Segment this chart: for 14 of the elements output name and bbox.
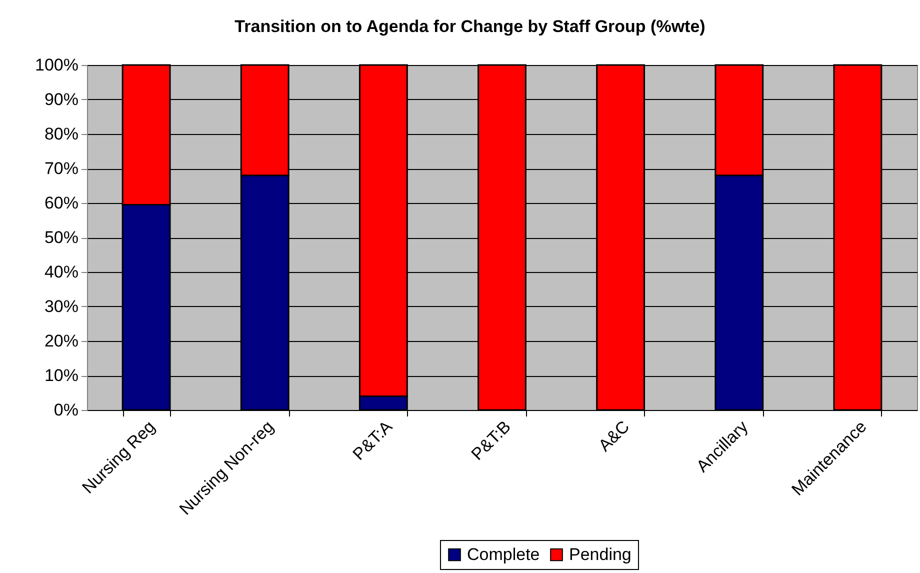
y-tick-label: 80% bbox=[44, 124, 78, 144]
y-tick-label: 40% bbox=[44, 262, 78, 282]
y-tick-label: 50% bbox=[44, 228, 78, 247]
y-tick-label: 10% bbox=[44, 366, 78, 385]
y-tick-label: 90% bbox=[44, 90, 78, 109]
y-tick-label: 0% bbox=[54, 400, 78, 420]
y-tick-label: 30% bbox=[44, 297, 78, 316]
y-tick-label: 60% bbox=[44, 194, 78, 212]
legend-label: Complete bbox=[467, 544, 540, 564]
y-tick-label: 100% bbox=[35, 56, 78, 74]
chart-title: Transition on to Agenda for Change by Staff Group (%wte) bbox=[234, 17, 706, 36]
legend-label: Pending bbox=[569, 544, 632, 564]
y-tick-label: 70% bbox=[44, 159, 78, 178]
y-tick-label: 20% bbox=[44, 332, 78, 350]
